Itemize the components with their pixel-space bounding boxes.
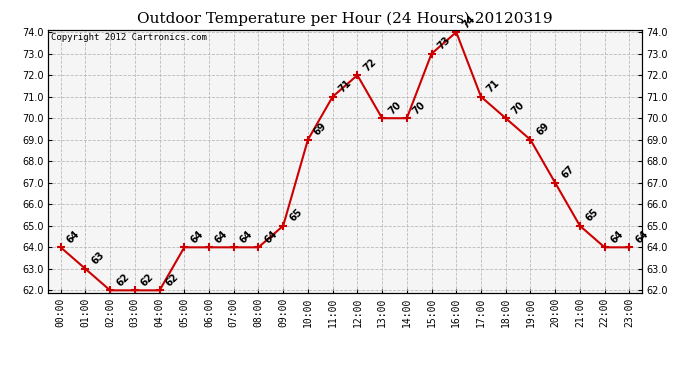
Text: 64: 64 — [238, 228, 255, 245]
Text: 65: 65 — [584, 207, 601, 224]
Text: Copyright 2012 Cartronics.com: Copyright 2012 Cartronics.com — [51, 33, 207, 42]
Text: 70: 70 — [386, 99, 403, 116]
Text: 62: 62 — [115, 272, 131, 288]
Text: 69: 69 — [312, 121, 328, 138]
Text: 65: 65 — [287, 207, 304, 224]
Text: 72: 72 — [362, 56, 378, 73]
Text: 63: 63 — [90, 250, 106, 267]
Text: 71: 71 — [337, 78, 353, 94]
Text: 64: 64 — [188, 228, 205, 245]
Text: 64: 64 — [213, 228, 230, 245]
Text: 73: 73 — [435, 35, 453, 51]
Text: 74: 74 — [460, 13, 477, 30]
Text: 62: 62 — [164, 272, 180, 288]
Text: 64: 64 — [263, 228, 279, 245]
Text: Outdoor Temperature per Hour (24 Hours) 20120319: Outdoor Temperature per Hour (24 Hours) … — [137, 11, 553, 26]
Text: 70: 70 — [510, 99, 526, 116]
Text: 70: 70 — [411, 99, 428, 116]
Text: 64: 64 — [609, 228, 625, 245]
Text: 62: 62 — [139, 272, 156, 288]
Text: 67: 67 — [560, 164, 576, 181]
Text: 64: 64 — [633, 228, 650, 245]
Text: 71: 71 — [485, 78, 502, 94]
Text: 69: 69 — [535, 121, 551, 138]
Text: 64: 64 — [65, 228, 81, 245]
